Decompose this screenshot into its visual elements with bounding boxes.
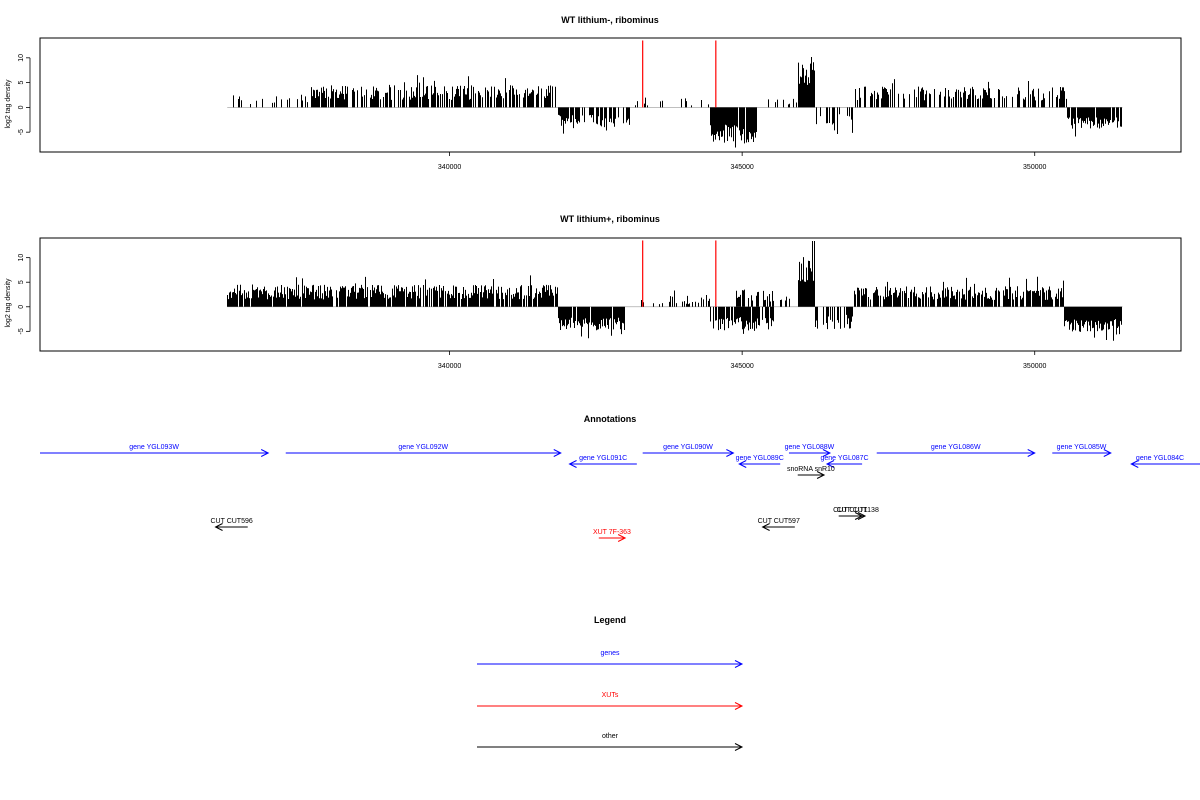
feature-gene: gene YGL089C [736,455,784,468]
track-panel-lithium-plus: WT lithium+, ribominus log2 tag density … [5,214,1182,370]
feature-label: CUT CUT596 [210,518,252,525]
legend-label: genes [600,650,620,657]
feature-label: CUT CUT1 [833,507,868,514]
legend-entries: genes XUTs other [477,650,744,751]
feature-arrowhead [1103,449,1112,457]
coverage-bars [227,240,1123,341]
legend-arrowhead [734,660,744,668]
feature-label: gene YGL089C [736,455,784,462]
feature-arrowhead [761,523,770,531]
feature-other: CUT CUT138 [837,507,879,520]
marker-lines [642,240,717,307]
feature-arrowhead [1130,460,1139,468]
feature-gene: gene YGL090W [642,444,735,457]
feature-other: snoRNA snR10 [787,466,835,479]
x-tick-label: 350000 [1023,363,1046,370]
legend-arrowhead [734,702,744,710]
feature-label: gene YGL088W [785,444,835,451]
panel-title: WT lithium-, ribominus [561,15,659,25]
feature-label: gene YGL086W [931,444,981,451]
y-axis: -5 0 5 10 [18,254,31,334]
feature-arrowhead [822,449,832,457]
annotations-title: Annotations [584,414,637,424]
feature-label: CUT CUT597 [758,518,800,525]
y-tick-label: 0 [18,105,25,109]
feature-gene: gene YGL084C [1130,455,1200,468]
feature-arrowhead [816,471,826,479]
x-tick-label: 350000 [1023,164,1046,171]
feature-label: XUT 7F-363 [593,529,631,536]
feature-label: gene YGL090W [663,444,713,451]
feature-arrowhead [738,460,747,468]
feature-label: gene YGL093W [129,444,179,451]
feature-arrowhead [568,460,577,468]
y-tick-label: 0 [18,305,25,309]
feature-gene: gene YGL091C [568,455,637,468]
x-tick-label: 345000 [730,164,753,171]
legend-label: other [602,733,619,740]
feature-arrowhead [857,512,867,520]
feature-arrowhead [726,449,735,457]
legend-arrowhead [734,743,744,751]
x-tick-label: 340000 [438,363,461,370]
x-tick-label: 345000 [730,363,753,370]
feature-label: CUT CUT138 [837,507,879,514]
legend-entry: XUTs [477,692,744,710]
y-tick-label: 10 [18,254,25,262]
y-axis: -5 0 5 10 [18,54,31,135]
plot-frame [39,37,1182,153]
legend-entry: genes [477,650,744,668]
feature-xut: XUT 7F-363 [593,529,631,542]
feature-gene: gene YGL087C [820,455,869,468]
x-axis: 340000 345000 350000 [438,151,1047,171]
coverage-bars [227,56,1123,148]
y-tick-label: 10 [18,54,25,62]
feature-arrowhead [825,460,835,468]
x-tick-label: 340000 [438,164,461,171]
feature-label: gene YGL085W [1057,444,1107,451]
feature-label: gene YGL091C [579,455,627,462]
feature-arrowhead [553,449,562,457]
y-axis-label: log2 tag density [5,278,12,328]
feature-label: gene YGL092W [398,444,448,451]
feature-other: CUT CUT597 [758,518,800,531]
feature-gene: gene YGL093W [40,444,270,457]
feature-gene: gene YGL086W [876,444,1036,457]
x-axis: 340000 345000 350000 [438,350,1047,370]
legend-title: Legend [594,615,626,625]
y-tick-label: 5 [18,81,25,85]
feature-arrowhead [617,534,627,542]
y-tick-label: -5 [18,328,25,334]
legend: Legend genes XUTs other [477,615,744,751]
feature-gene: gene YGL085W [1052,444,1112,457]
y-tick-label: -5 [18,129,25,135]
feature-label: gene YGL084C [1136,455,1184,462]
y-axis-label: log2 tag density [5,79,12,129]
annotations-panel: Annotations gene YGL093W gene YGL092Wgene… [40,414,1200,542]
feature-gene: gene YGL088W [785,444,835,457]
track-panel-lithium-minus: WT lithium-, ribominus log2 tag density … [5,15,1182,171]
feature-arrowhead [260,449,270,457]
legend-entry: other [477,733,744,751]
legend-label: XUTs [602,692,619,699]
y-tick-label: 5 [18,280,25,284]
feature-arrows: gene YGL093W gene YGL092W gene YGL091C gene… [40,444,1200,542]
feature-label: snoRNA snR10 [787,466,835,473]
feature-gene: gene YGL092W [285,444,562,457]
feature-label: gene YGL087C [820,455,868,462]
marker-lines [642,40,717,108]
panel-title: WT lithium+, ribominus [560,214,660,224]
feature-arrowhead [1027,449,1036,457]
feature-arrowhead [214,523,223,531]
feature-other: CUT CUT596 [210,518,253,531]
